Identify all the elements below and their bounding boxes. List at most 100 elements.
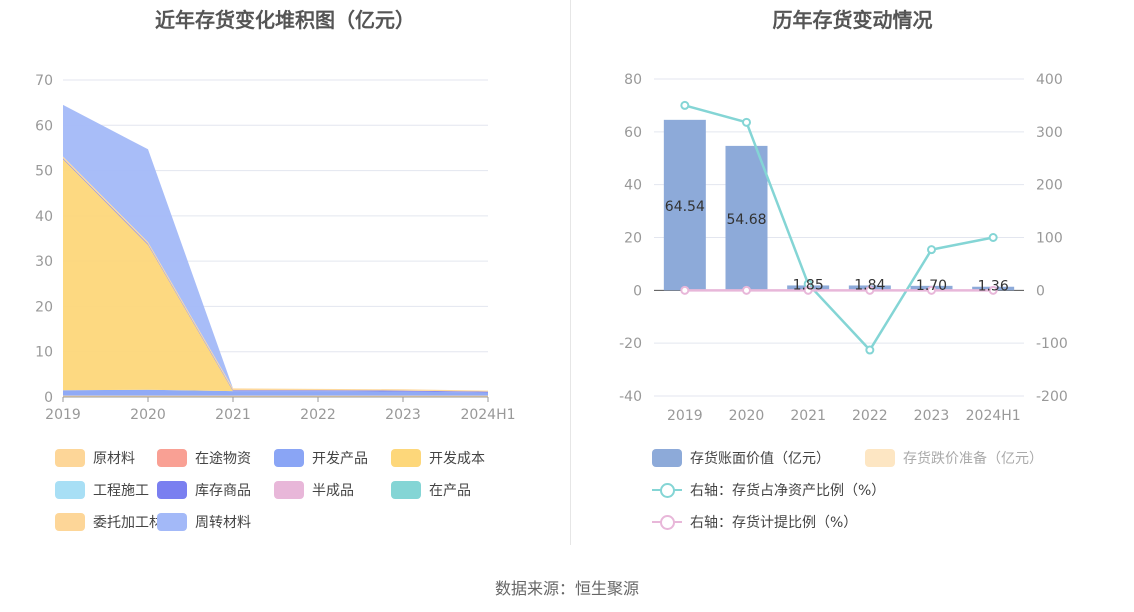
legend-swatch	[652, 513, 682, 531]
legend-item[interactable]: 开发成本	[391, 448, 485, 468]
legend-label: 周转材料	[195, 515, 251, 531]
bar-line-panel: 历年存货变动情况 -40 -20 0 20 40 60 80 -200 -100 0 100 200 3…	[571, 0, 1134, 560]
y-left-tick-label: -20	[619, 336, 642, 352]
bar-value-label: 64.54	[665, 199, 705, 215]
line-point	[865, 345, 875, 355]
legend-item[interactable]: 半成品	[274, 480, 354, 500]
x-tick-label: 2022	[300, 407, 336, 423]
line-point	[927, 245, 936, 255]
legend-label: 开发产品	[312, 451, 368, 467]
legend-label: 右轴：存货计提比例（%）	[690, 515, 858, 531]
y-left-tick-label: 60	[624, 125, 642, 141]
line-point	[865, 285, 875, 295]
legend-swatch	[55, 449, 85, 467]
line-point	[988, 233, 998, 242]
stacked-area-chart: 0 10 20 30 40 50 60 70 2019 2020 2021 2022 2023 2024H…	[35, 73, 515, 423]
legend-swatch	[55, 513, 85, 531]
legend-swatch	[652, 449, 682, 467]
x-tick-label: 2024H1	[966, 408, 1021, 424]
y-left-tick-label: -40	[619, 389, 642, 405]
x-tick-label: 2019	[667, 408, 703, 424]
area-开发成本	[63, 159, 488, 393]
x-tick-label: 2020	[130, 407, 166, 423]
area-周转材料	[63, 104, 488, 391]
bar-value-label: 1.36	[978, 279, 1009, 295]
legend-item[interactable]: 库存商品	[157, 480, 251, 500]
legend-label: 库存商品	[195, 483, 251, 499]
y-tick-label: 30	[35, 254, 53, 270]
line-point	[927, 285, 936, 295]
line-point	[988, 285, 998, 295]
y-tick-label: 0	[44, 390, 53, 406]
legend-item[interactable]: 存货账面价值（亿元）	[652, 448, 830, 468]
legend-swatch	[157, 513, 187, 531]
legend-item[interactable]: 委托加工材料	[55, 512, 177, 532]
y-left-tick-label: 80	[624, 72, 642, 88]
legend-label: 在产品	[429, 483, 471, 499]
x-tick-label: 2023	[914, 408, 950, 424]
legend-swatch	[865, 449, 895, 467]
y-tick-label: 10	[35, 345, 53, 361]
x-tick-label: 2023	[385, 407, 421, 423]
y-right-tick-label: -200	[1036, 389, 1068, 405]
y-right-tick-label: 100	[1036, 231, 1063, 247]
x-tick-label: 2021	[790, 408, 826, 424]
series-line	[684, 104, 994, 353]
left-chart-title: 近年存货变化堆积图（亿元）	[155, 8, 415, 32]
x-tick-label: 2024H1	[460, 407, 515, 423]
stacked-area-panel: 近年存货变化堆积图（亿元） 0 10 20 30 40 50 60 70 2019 2020 202…	[0, 0, 570, 560]
legend-item[interactable]: 在产品	[391, 480, 471, 500]
legend-item[interactable]: 原材料	[55, 448, 135, 468]
legend-label: 存货跌价准备（亿元）	[903, 451, 1043, 467]
x-tick-label: 2022	[852, 408, 888, 424]
line-point	[742, 285, 751, 295]
line-point	[803, 285, 813, 295]
legend-item[interactable]: 工程施工	[55, 480, 149, 500]
x-tick-label: 2020	[729, 408, 765, 424]
bar	[725, 145, 768, 291]
line-point	[680, 285, 690, 295]
line-point	[680, 100, 690, 110]
legend-swatch	[391, 449, 421, 467]
legend-label: 工程施工	[93, 483, 149, 499]
right-chart-title: 历年存货变动情况	[772, 8, 933, 32]
legend-swatch	[157, 481, 187, 499]
y-right-tick-label: 300	[1036, 125, 1063, 141]
legend-label: 原材料	[93, 451, 135, 467]
line-point	[742, 117, 751, 127]
y-right-tick-label: 400	[1036, 72, 1063, 88]
data-source: 数据来源：恒生聚源	[494, 579, 639, 598]
legend-swatch	[652, 481, 682, 499]
legend-swatch	[274, 481, 304, 499]
y-tick-label: 60	[35, 118, 53, 134]
bar	[663, 119, 706, 291]
legend-swatch	[391, 481, 421, 499]
legend-label: 半成品	[312, 483, 354, 499]
y-tick-label: 40	[35, 209, 53, 225]
y-right-tick-label: 0	[1036, 283, 1045, 299]
legend-label: 存货账面价值（亿元）	[690, 451, 830, 467]
legend-item[interactable]: 右轴：存货计提比例（%）	[652, 512, 857, 532]
legend-swatch	[157, 449, 187, 467]
y-right-tick-label: -100	[1036, 336, 1068, 352]
bar-line-chart: -40-20020406080-200-100010020030040064.5…	[619, 72, 1068, 424]
legend-swatch	[274, 449, 304, 467]
legend-item[interactable]: 在途物资	[157, 448, 251, 468]
bar-value-label: 54.68	[726, 212, 766, 228]
panel-divider	[570, 0, 571, 545]
y-right-tick-label: 200	[1036, 178, 1063, 194]
legend-swatch	[55, 481, 85, 499]
legend-item[interactable]: 周转材料	[157, 512, 251, 532]
legend-label: 在途物资	[195, 451, 251, 467]
x-tick-label: 2021	[215, 407, 251, 423]
legend-label: 开发成本	[429, 451, 485, 467]
bar-value-label: 1.85	[793, 277, 824, 293]
y-tick-label: 20	[35, 299, 53, 315]
legend-item[interactable]: 右轴：存货占净资产比例（%）	[652, 480, 885, 500]
area-开发产品	[63, 389, 488, 396]
legend-label: 委托加工材料	[93, 515, 177, 531]
legend-item[interactable]: 开发产品	[274, 448, 368, 468]
y-tick-label: 50	[35, 164, 53, 180]
y-left-tick-label: 20	[624, 231, 642, 247]
legend-item[interactable]: 存货跌价准备（亿元）	[865, 448, 1043, 468]
